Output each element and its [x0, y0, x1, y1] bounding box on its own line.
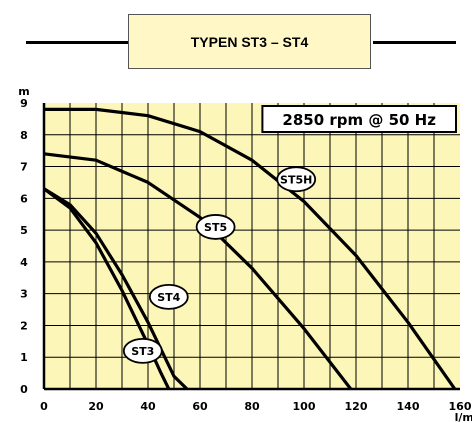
curve-label-st5h: ST5H [276, 166, 317, 193]
y-tick-label: 5 [20, 224, 28, 237]
annotation-box: 2850 rpm @ 50 Hz [261, 105, 457, 133]
curve-label-text: ST5 [204, 221, 227, 234]
curve-label-text: ST4 [157, 291, 180, 304]
x-tick-label: 20 [88, 400, 104, 413]
axes: 0 1 2 3 4 5 6 7 8 9 0 20 40 60 80 100 120 140 160 [20, 97, 472, 413]
y-tick-label: 9 [20, 97, 28, 110]
y-tick-label: 7 [20, 161, 28, 174]
x-tick-label: 0 [40, 400, 48, 413]
x-tick-label: 40 [140, 400, 156, 413]
y-tick-label: 1 [20, 351, 28, 364]
x-tick-label: 160 [449, 400, 472, 413]
curve-label-badge [148, 283, 189, 310]
x-tick-label: 120 [345, 400, 368, 413]
series-line-st5h [44, 107, 457, 390]
header-title: TYPEN ST3 – ST4 [190, 33, 309, 50]
x-axis-label: l/min [455, 411, 472, 423]
curve-label-st3: ST3 [122, 337, 163, 364]
y-axis-label: m [18, 85, 29, 98]
curve-label-badge [122, 337, 163, 364]
header-title-box: TYPEN ST3 – ST4 [128, 14, 371, 69]
y-tick-label: 3 [20, 288, 28, 301]
y-tick-label: 0 [20, 383, 28, 396]
y-tick-label: 2 [20, 319, 28, 332]
y-tick-label: 6 [20, 192, 28, 205]
x-tick-label: 60 [192, 400, 208, 413]
series-group [43, 107, 457, 391]
curve-label-st5: ST5 [195, 214, 236, 240]
curve-label-badge [195, 214, 236, 240]
curve-label-text: ST5H [280, 173, 312, 186]
y-tick-label: 8 [20, 129, 28, 142]
x-tick-label: 80 [244, 400, 260, 413]
header-rule-left [26, 41, 128, 44]
y-tick-label: 4 [20, 256, 28, 269]
curve-label-badge [276, 166, 317, 193]
curve-labels: ST3 ST4 ST5 ST5H [122, 166, 317, 364]
series-line-st3 [43, 187, 171, 390]
x-tick-label: 140 [397, 400, 420, 413]
x-tick-label: 100 [293, 400, 316, 413]
annotation-text: 2850 rpm @ 50 Hz [282, 111, 436, 129]
series-line-st4 [43, 187, 189, 391]
curve-label-text: ST3 [131, 345, 154, 358]
header-rule-right [373, 41, 456, 44]
series-line-st5 [43, 152, 353, 390]
curve-label-st4: ST4 [148, 283, 189, 310]
